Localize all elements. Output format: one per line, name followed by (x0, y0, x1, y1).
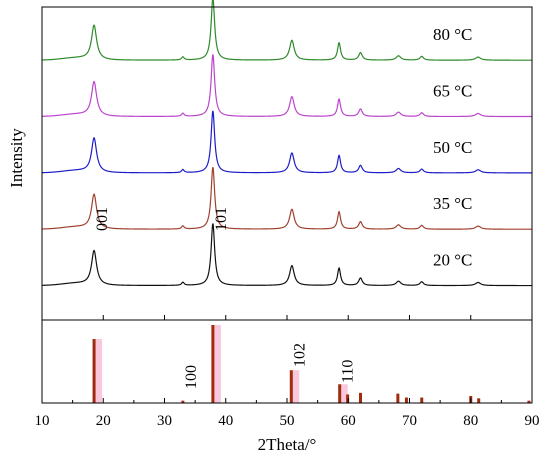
reference-lines-group (92, 325, 531, 403)
x-tick-label: 70 (402, 413, 417, 429)
series-line-2 (41, 110, 532, 174)
series-line-3 (41, 54, 532, 118)
x-tick-label: 90 (525, 413, 540, 429)
reference-label: 102 (291, 343, 308, 367)
x-tick-label: 20 (96, 413, 111, 429)
x-tick-label: 40 (218, 413, 233, 429)
reference-label: 001 (94, 207, 111, 231)
x-tick-label: 80 (463, 413, 478, 429)
series-label: 65 °C (433, 82, 472, 101)
x-axis-tick-labels: 10 20 30 40 50 60 70 80 90 (35, 413, 540, 429)
reference-highlight (338, 384, 348, 403)
x-axis-ticks (41, 315, 533, 403)
lower-panel-frame (41, 319, 533, 404)
reference-label: 110 (340, 360, 357, 383)
series-line-1 (41, 167, 532, 230)
reference-highlight (290, 370, 300, 403)
reference-highlight (93, 339, 103, 403)
series-group (41, 0, 532, 287)
x-tick-label: 50 (280, 413, 295, 429)
x-tick-label: 30 (157, 413, 172, 429)
x-tick-label: 10 (35, 413, 50, 429)
series-line-0 (41, 223, 532, 287)
series-labels-group: 20 °C 35 °C 50 °C 65 °C 80 °C (433, 25, 472, 269)
reference-highlight (211, 325, 221, 403)
reference-labels-group: 001 100 101 102 110 (94, 207, 357, 389)
reference-highlight-group (93, 325, 348, 403)
upper-panel-frame (41, 6, 533, 321)
y-axis-label: Intensity (7, 128, 26, 188)
series-label: 50 °C (433, 138, 472, 157)
series-line-4 (41, 0, 532, 61)
reference-label: 101 (213, 207, 230, 231)
x-tick-label: 60 (341, 413, 356, 429)
series-label: 35 °C (433, 194, 472, 213)
series-label: 20 °C (433, 251, 472, 270)
reference-label: 100 (183, 365, 200, 389)
series-label: 80 °C (433, 25, 472, 44)
x-axis-label: 2Theta/° (258, 435, 317, 454)
